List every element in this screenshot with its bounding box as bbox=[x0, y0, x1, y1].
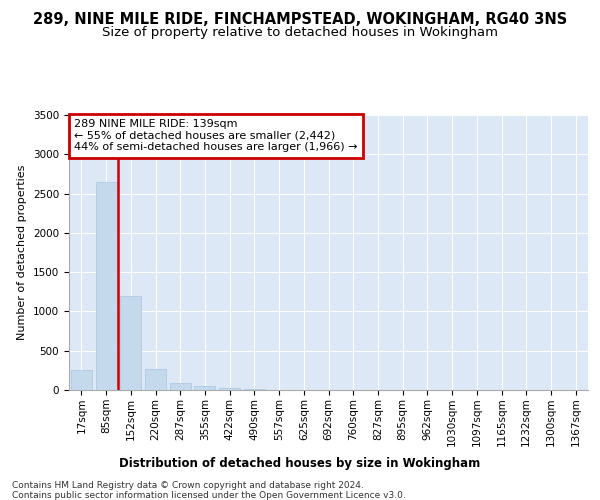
Text: Contains HM Land Registry data © Crown copyright and database right 2024.: Contains HM Land Registry data © Crown c… bbox=[12, 481, 364, 490]
Bar bbox=[194, 386, 215, 390]
Text: 289 NINE MILE RIDE: 139sqm
← 55% of detached houses are smaller (2,442)
44% of s: 289 NINE MILE RIDE: 139sqm ← 55% of deta… bbox=[74, 119, 358, 152]
Y-axis label: Number of detached properties: Number of detached properties bbox=[17, 165, 28, 340]
Bar bbox=[219, 388, 240, 390]
Bar bbox=[120, 296, 141, 390]
Bar bbox=[95, 182, 116, 390]
Bar bbox=[244, 389, 265, 390]
Text: Contains public sector information licensed under the Open Government Licence v3: Contains public sector information licen… bbox=[12, 491, 406, 500]
Text: Size of property relative to detached houses in Wokingham: Size of property relative to detached ho… bbox=[102, 26, 498, 39]
Bar bbox=[71, 370, 92, 390]
Bar bbox=[170, 382, 191, 390]
Text: 289, NINE MILE RIDE, FINCHAMPSTEAD, WOKINGHAM, RG40 3NS: 289, NINE MILE RIDE, FINCHAMPSTEAD, WOKI… bbox=[33, 12, 567, 28]
Bar bbox=[145, 369, 166, 390]
Text: Distribution of detached houses by size in Wokingham: Distribution of detached houses by size … bbox=[119, 458, 481, 470]
